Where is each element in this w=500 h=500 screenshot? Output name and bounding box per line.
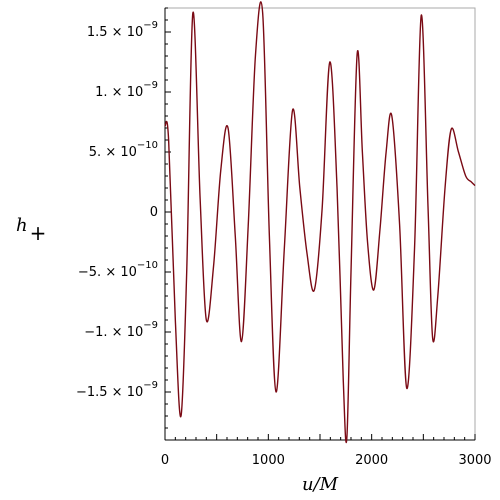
x-tick-label: 2000 (355, 453, 388, 468)
y-tick-mantissa: −5. × 10 (78, 265, 137, 280)
series-line (164, 1, 476, 444)
x-axis-title: u/M (302, 474, 339, 495)
y-tick-exponent: −9 (143, 380, 158, 391)
y-tick-exponent: −9 (143, 80, 158, 91)
series-group (164, 1, 476, 444)
y-tick-exponent: −10 (137, 260, 158, 271)
y-tick-label: −1. × 10−9 (84, 320, 158, 340)
x-tick-label: 0 (161, 453, 169, 468)
x-tick-label: 1000 (252, 453, 285, 468)
y-ticks: 1.5 × 10−91. × 10−95. × 10−100−5. × 10−1… (76, 7, 171, 441)
y-tick-label: 0 (150, 205, 158, 220)
y-axis-title: h + (16, 215, 46, 245)
y-axis-title-subscript: + (30, 221, 47, 245)
y-tick-label: 5. × 10−10 (89, 140, 158, 160)
y-tick-label: 1.5 × 10−9 (87, 20, 158, 40)
y-tick-label: −5. × 10−10 (78, 260, 158, 280)
y-tick-label: 1. × 10−9 (95, 80, 158, 100)
y-axis-title-main: h (16, 215, 28, 236)
y-tick-mantissa: −1. × 10 (84, 325, 143, 340)
y-tick-mantissa: −1.5 × 10 (76, 385, 143, 400)
y-tick-exponent: −9 (143, 20, 158, 31)
y-tick-exponent: −9 (143, 320, 158, 331)
y-tick-mantissa: 1. × 10 (95, 85, 143, 100)
y-tick-mantissa: 0 (150, 205, 158, 220)
y-tick-label: −1.5 × 10−9 (76, 380, 158, 400)
x-tick-label: 3000 (458, 453, 491, 468)
y-tick-mantissa: 1.5 × 10 (87, 25, 143, 40)
x-ticks: 0 1000 2000 3000 (161, 434, 492, 468)
y-tick-exponent: −10 (137, 140, 158, 151)
y-tick-mantissa: 5. × 10 (89, 145, 137, 160)
